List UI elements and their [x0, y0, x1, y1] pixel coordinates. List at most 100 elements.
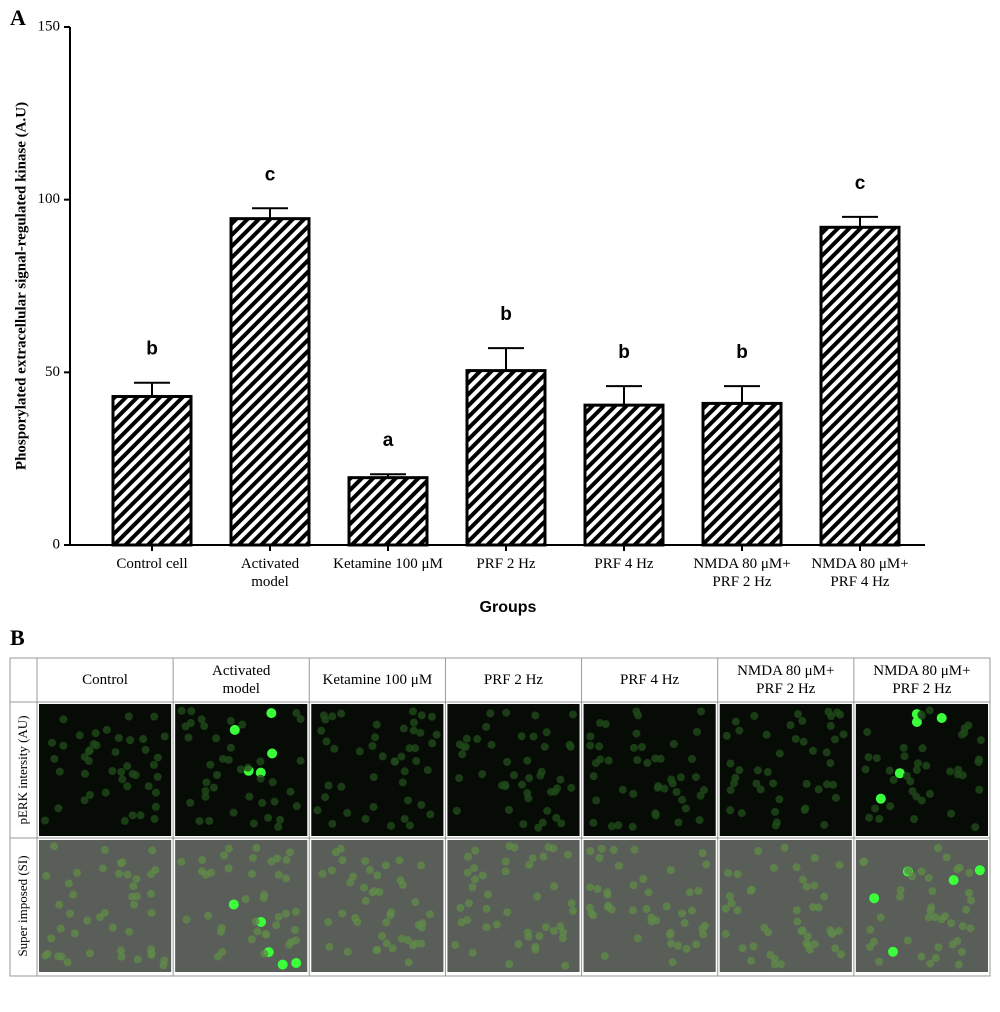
cell	[296, 715, 305, 724]
cell	[586, 741, 595, 750]
cell	[831, 944, 840, 953]
cell	[416, 728, 425, 737]
cell	[291, 907, 300, 916]
cell	[869, 893, 880, 904]
significance-label: b	[146, 339, 158, 360]
cell	[272, 921, 281, 930]
cell	[487, 740, 496, 749]
cell	[463, 868, 472, 877]
cell	[361, 896, 370, 905]
cell	[694, 886, 703, 895]
cell	[775, 749, 784, 758]
cell	[820, 820, 829, 829]
cell	[260, 890, 269, 899]
cell	[186, 798, 195, 807]
bar	[701, 401, 783, 547]
cell	[197, 715, 206, 724]
cell	[412, 756, 421, 765]
cell	[633, 934, 642, 943]
cell	[917, 711, 926, 720]
cell	[967, 896, 976, 905]
cell	[733, 906, 742, 915]
cell	[117, 952, 126, 961]
cell	[769, 779, 778, 788]
cell	[478, 871, 487, 880]
cell	[900, 752, 909, 761]
cell	[910, 815, 919, 824]
cell	[889, 775, 898, 784]
cell	[256, 774, 265, 783]
panel-label: A	[10, 5, 26, 30]
cell	[651, 809, 660, 818]
cell	[75, 731, 84, 740]
cell	[822, 748, 831, 757]
cell	[802, 779, 811, 788]
cell	[197, 867, 206, 876]
cell	[147, 909, 156, 918]
cell	[482, 904, 491, 913]
cell	[607, 822, 616, 831]
cell	[930, 913, 939, 922]
cell	[473, 735, 482, 744]
cell	[934, 843, 943, 852]
cell	[80, 769, 89, 778]
cell	[144, 782, 153, 791]
cell	[405, 821, 414, 830]
significance-label: a	[383, 430, 394, 451]
cell	[266, 708, 277, 719]
cell	[924, 913, 933, 922]
cell	[80, 752, 89, 761]
cell	[277, 959, 288, 970]
cell	[595, 742, 604, 751]
cell	[133, 955, 142, 964]
cell	[798, 875, 807, 884]
cell	[353, 918, 362, 927]
cell	[924, 873, 933, 882]
cell	[224, 864, 233, 873]
cell	[338, 909, 347, 918]
cell	[887, 946, 898, 957]
cell	[285, 848, 294, 857]
cell	[213, 771, 222, 780]
cell	[328, 712, 337, 721]
cell	[482, 923, 491, 932]
cell	[798, 716, 807, 725]
cell	[866, 925, 875, 934]
cell	[243, 763, 252, 772]
cell	[343, 947, 352, 956]
cell	[760, 923, 769, 932]
cell	[826, 759, 835, 768]
cell	[810, 940, 819, 949]
x-tick-label: Activated model	[240, 556, 300, 590]
cell	[614, 821, 623, 830]
cell	[108, 767, 117, 776]
cell	[128, 811, 137, 820]
cell	[632, 729, 641, 738]
cell	[202, 778, 211, 787]
cell	[926, 906, 935, 915]
cell	[502, 708, 511, 717]
cell	[769, 863, 778, 872]
cell	[409, 726, 418, 735]
cell	[224, 844, 233, 853]
cell	[955, 863, 964, 872]
cell	[776, 960, 785, 969]
cell	[550, 882, 559, 891]
cell	[667, 939, 676, 948]
cell	[553, 784, 562, 793]
cell	[538, 818, 547, 827]
cell	[148, 846, 157, 855]
cell	[252, 843, 261, 852]
cell	[418, 919, 427, 928]
cell	[238, 720, 247, 729]
cell	[738, 944, 747, 953]
cell	[523, 928, 532, 937]
micrograph	[447, 704, 580, 836]
cell	[733, 870, 742, 879]
cell	[378, 752, 387, 761]
cell	[325, 942, 334, 951]
cell	[820, 892, 829, 901]
cell	[198, 856, 207, 865]
cell	[337, 782, 346, 791]
cell	[754, 846, 763, 855]
